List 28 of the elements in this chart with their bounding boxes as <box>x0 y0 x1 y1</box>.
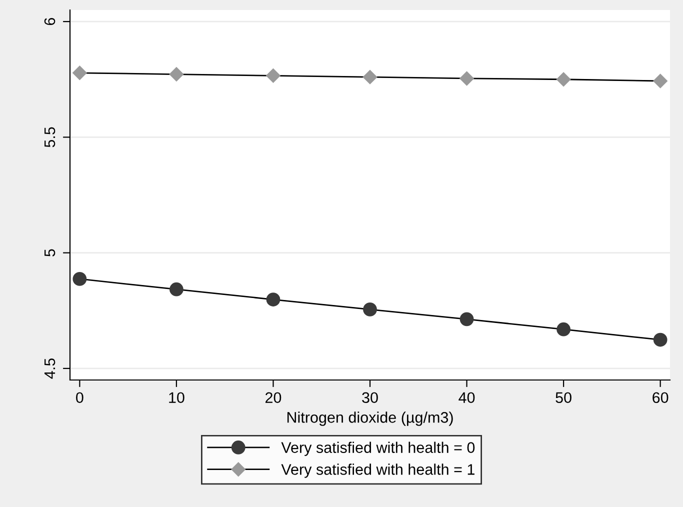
point <box>266 68 280 83</box>
y-tick-label: 6 <box>44 18 56 26</box>
x-tick-label: 10 <box>169 392 184 404</box>
point <box>653 332 668 347</box>
point <box>363 302 377 316</box>
point <box>72 66 87 80</box>
x-tick-label: 0 <box>76 392 84 404</box>
x-tick-label: 60 <box>652 392 668 404</box>
x-tick-label: 40 <box>458 392 475 404</box>
x-tick-label: 50 <box>556 392 572 404</box>
y-tick-label: 4.5 <box>44 358 56 379</box>
y-tick-label: 5 <box>44 249 56 256</box>
x-axis-title: Nitrogen dioxide (µg/m3) <box>287 412 453 426</box>
point <box>460 71 474 86</box>
legend-label: Very satisfied with health = 1 <box>281 464 474 478</box>
point <box>170 282 184 296</box>
point <box>266 292 280 306</box>
point <box>362 70 378 84</box>
point <box>556 322 570 336</box>
x-tick-label: 30 <box>362 392 378 404</box>
legend-label: Very satisfied with health = 0 <box>281 442 475 456</box>
point <box>460 312 474 326</box>
point <box>72 272 87 286</box>
point <box>653 74 668 88</box>
point <box>556 72 571 86</box>
point <box>169 67 184 82</box>
x-tick-label: 20 <box>266 392 282 404</box>
y-tick-label: 5.5 <box>44 127 56 148</box>
